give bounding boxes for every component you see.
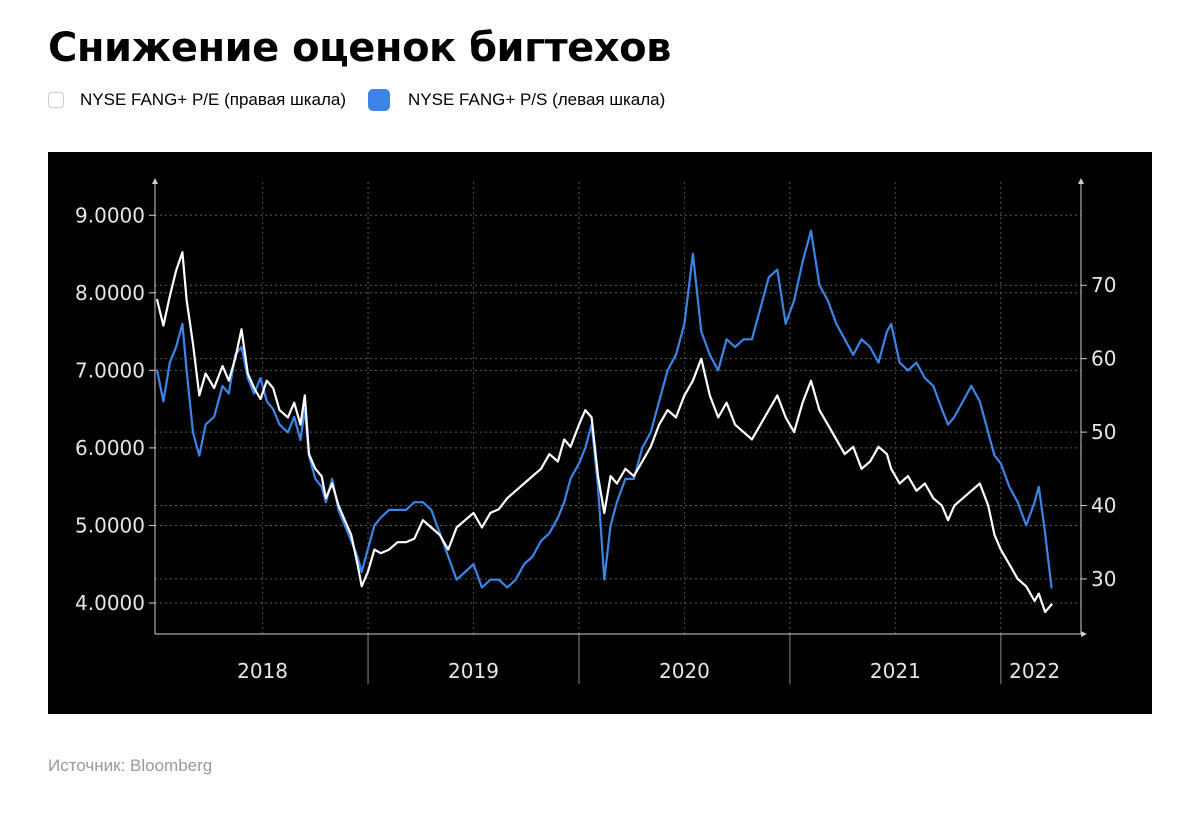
x-tick-label-0: 2018 [237, 659, 288, 683]
legend-swatch-pe [48, 92, 64, 108]
right-tick-label-2: 50 [1091, 420, 1116, 444]
right-tick-label-3: 60 [1091, 347, 1116, 371]
left-tick-label-3: 7.0000 [75, 358, 145, 382]
left-tick-label-0: 4.0000 [75, 591, 145, 615]
right-tick-label-4: 70 [1091, 273, 1116, 297]
x-tick-label-1: 2019 [448, 659, 499, 683]
left-tick-label-5: 9.0000 [75, 203, 145, 227]
line-chart: 4.0000 5.0000 6.0000 7.0000 8.0000 9.0000 30 40… [75, 178, 1116, 684]
axes: 4.0000 5.0000 6.0000 7.0000 8.0000 9.0000 30 40… [75, 178, 1116, 684]
series-line-ps [156, 229, 1053, 589]
right-tick-label-1: 40 [1091, 494, 1116, 518]
legend-label-ps: NYSE FANG+ P/S (левая шкала) [408, 90, 666, 109]
grid [155, 182, 1081, 634]
chart-area: 4.0000 5.0000 6.0000 7.0000 8.0000 9.0000 30 40… [48, 152, 1152, 714]
legend: NYSE FANG+ P/E (правая шкала) NYSE FANG+… [48, 86, 687, 114]
left-tick-label-4: 8.0000 [75, 281, 145, 305]
left-tick-label-1: 5.0000 [75, 513, 145, 537]
series [156, 229, 1053, 614]
legend-swatch-ps [368, 89, 391, 111]
x-tick-label-4: 2022 [1009, 659, 1060, 683]
legend-label-pe: NYSE FANG+ P/E (правая шкала) [80, 90, 347, 109]
x-axis-arrow [1081, 631, 1087, 637]
source-note: Источник: Bloomberg [48, 756, 213, 775]
left-axis-arrow [152, 178, 158, 184]
legend-item-ps: NYSE FANG+ P/S (левая шкала) [368, 89, 665, 111]
right-tick-label-0: 30 [1091, 567, 1116, 591]
x-tick-label-3: 2021 [870, 659, 921, 683]
left-tick-label-2: 6.0000 [75, 436, 145, 460]
x-tick-label-2: 2020 [659, 659, 710, 683]
legend-item-pe: NYSE FANG+ P/E (правая шкала) [48, 90, 346, 110]
right-axis-arrow [1078, 178, 1084, 184]
chart-title: Снижение оценок бигтехов [48, 25, 671, 71]
series-line-pe [156, 251, 1053, 614]
